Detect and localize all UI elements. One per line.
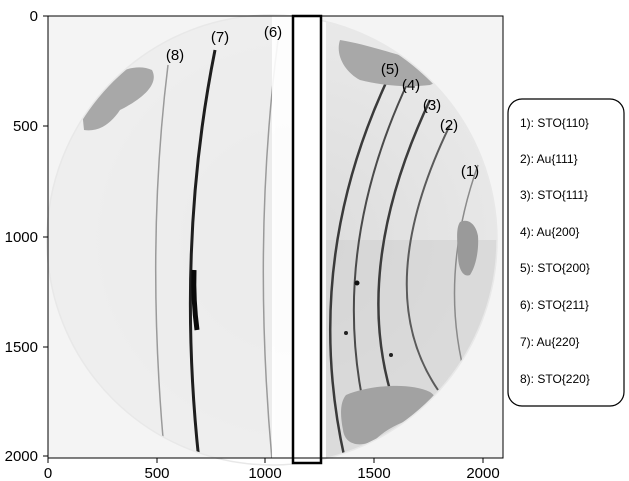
- y-tick-label: 1500: [5, 339, 38, 356]
- ring-6: [262, 39, 279, 458]
- shadow-blob-right: [457, 220, 479, 276]
- legend-item: 5): STO{200}: [520, 261, 590, 275]
- x-tick-label: 1000: [248, 465, 281, 481]
- ring-labels: (1) (2) (3) (4) (5) (6) (7) (8): [166, 24, 479, 180]
- shadow-blob-left: [82, 67, 154, 131]
- legend-item: 8): STO{220}: [520, 372, 590, 386]
- x-tick-label: 0: [44, 465, 52, 481]
- ring-label-2: (2): [440, 117, 458, 134]
- legend: 1): STO{110} 2): Au{111} 3): STO{111} 4)…: [507, 98, 625, 407]
- shadow-blob-top-right: [338, 40, 439, 87]
- ring-label-8: (8): [166, 47, 184, 64]
- ring-5: [328, 69, 394, 458]
- x-tick-label: 2000: [466, 465, 499, 481]
- ring-label-1: (1): [461, 163, 479, 180]
- ring-label-5: (5): [381, 61, 399, 78]
- legend-item: 4): Au{200}: [520, 225, 579, 239]
- legend-item: 7): Au{220}: [520, 335, 579, 349]
- x-tick-label: 1500: [357, 465, 390, 481]
- ring-3: [377, 99, 432, 421]
- shadow-blob-bottom: [341, 385, 437, 445]
- y-tick-label: 2000: [5, 448, 38, 465]
- ring-label-6: (6): [264, 24, 282, 41]
- legend-item: 6): STO{211}: [520, 298, 589, 312]
- ring-8: [154, 64, 169, 458]
- beam-stop-box: [291, 14, 323, 465]
- ring-2: [405, 124, 451, 391]
- legend-item: 1): STO{110}: [520, 116, 589, 130]
- ring-7: [188, 49, 217, 458]
- legend-item: 3): STO{111}: [520, 188, 588, 202]
- x-tick-label: 500: [144, 465, 169, 481]
- ring-label-4: (4): [402, 77, 420, 94]
- ring-label-3: (3): [423, 97, 441, 114]
- y-tick-label: 1000: [5, 229, 38, 246]
- legend-box: [507, 98, 625, 407]
- y-tick-label: 500: [13, 118, 38, 135]
- x-axis: 0 500 1000 1500 2000: [44, 458, 500, 481]
- y-axis: 0 500 1000 1500 2000: [5, 8, 48, 465]
- legend-item: 2): Au{111}: [520, 152, 578, 166]
- y-tick-label: 0: [30, 8, 38, 25]
- ring-label-7: (7): [211, 29, 229, 46]
